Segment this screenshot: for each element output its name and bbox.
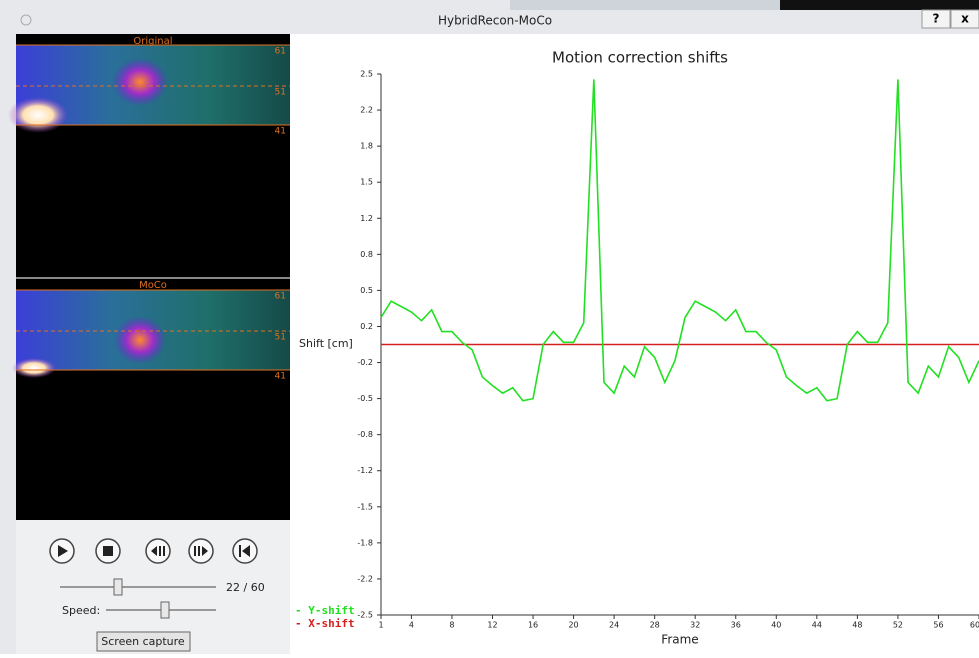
background-window	[510, 0, 780, 10]
y-tick-label: -2.5	[357, 611, 373, 620]
level-label: 41	[275, 127, 286, 137]
speed-slider-thumb[interactable]	[161, 602, 169, 618]
background-window	[780, 0, 979, 10]
y-tick-label: -0.8	[357, 430, 373, 439]
y-tick-label: 0.5	[360, 286, 373, 295]
scan-hotspot	[114, 316, 166, 364]
y-tick-label: 1.2	[360, 214, 373, 223]
level-label: 41	[275, 372, 286, 382]
scan-hotspot	[8, 97, 68, 133]
original-image: Original 61 51 41	[8, 36, 290, 137]
speed-label: Speed:	[62, 604, 100, 617]
x-tick-label: 40	[771, 621, 781, 630]
x-tick-label: 60	[970, 621, 979, 630]
level-label: 51	[275, 88, 286, 98]
x-tick-label: 56	[933, 621, 943, 630]
frame-counter: 22 / 60	[226, 581, 265, 594]
step-forward-button[interactable]	[189, 539, 213, 563]
x-axis-label: Frame	[661, 633, 698, 647]
legend-entry: - Y-shift	[295, 604, 355, 617]
app-window: HybridRecon-MoCo ? x Original 61 51 41 M…	[0, 0, 979, 654]
y-tick-label: 2.5	[360, 70, 373, 79]
x-tick-label: 52	[893, 621, 903, 630]
y-axis-label: Shift [cm]	[299, 337, 353, 350]
y-tick-label: -0.5	[357, 394, 373, 403]
window-title: HybridRecon-MoCo	[438, 14, 552, 28]
y-tick-label: 1.5	[360, 178, 373, 187]
stop-icon	[103, 546, 113, 556]
y-tick-label: 2.2	[360, 106, 373, 115]
panel-label: MoCo	[139, 280, 167, 291]
scan-hotspot	[12, 358, 56, 378]
panel-label: Original	[133, 36, 172, 47]
chart-title: Motion correction shifts	[552, 49, 728, 67]
x-tick-label: 24	[609, 621, 619, 630]
x-tick-label: 44	[812, 621, 822, 630]
legend-entry: - X-shift	[295, 617, 355, 630]
x-tick-label: 20	[568, 621, 578, 630]
x-tick-label: 4	[409, 621, 414, 630]
screen-capture-label[interactable]: Screen capture	[101, 635, 185, 648]
y-tick-label: -0.2	[357, 358, 373, 367]
x-tick-label: 1	[378, 621, 383, 630]
y-tick-label: 1.8	[360, 142, 373, 151]
level-label: 61	[275, 47, 286, 57]
moco-image: MoCo 61 51 41	[12, 280, 290, 382]
y-tick-label: 0.8	[360, 250, 373, 259]
x-tick-label: 12	[487, 621, 497, 630]
level-label: 61	[275, 292, 286, 302]
window-border	[0, 34, 16, 654]
frame-slider-thumb[interactable]	[114, 579, 122, 595]
close-button-label[interactable]: x	[961, 12, 969, 26]
scan-hotspot	[112, 58, 168, 106]
x-tick-label: 36	[731, 621, 741, 630]
y-tick-label: -1.8	[357, 538, 373, 547]
x-tick-label: 16	[528, 621, 538, 630]
x-tick-label: 48	[852, 621, 862, 630]
y-tick-label: -1.2	[357, 466, 373, 475]
y-tick-label: 0.2	[360, 322, 373, 331]
y-tick-label: -1.5	[357, 502, 373, 511]
step-back-button[interactable]	[146, 539, 170, 563]
y-tick-label: -2.2	[357, 574, 373, 583]
x-tick-label: 8	[449, 621, 454, 630]
help-button-label[interactable]: ?	[933, 12, 940, 26]
level-label: 51	[275, 333, 286, 343]
x-tick-label: 32	[690, 621, 700, 630]
x-tick-label: 28	[650, 621, 660, 630]
